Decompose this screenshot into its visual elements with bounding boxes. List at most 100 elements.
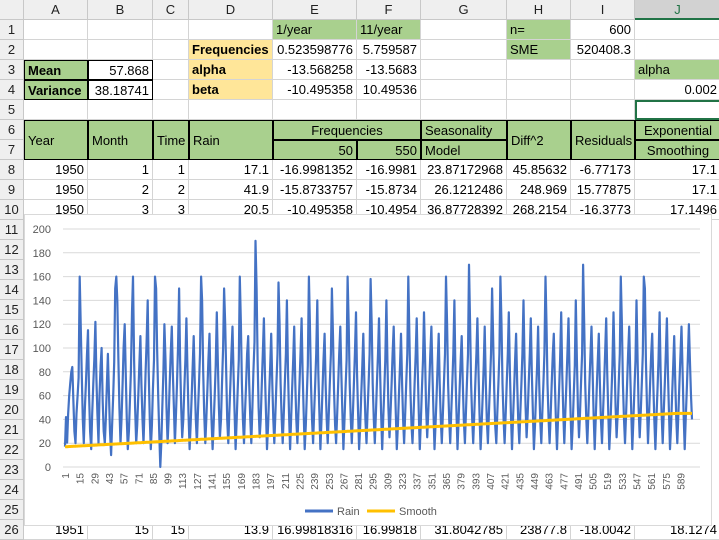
cell-i1[interactable]: 600 xyxy=(571,20,635,40)
data-cell[interactable]: 248.969 xyxy=(507,180,571,200)
row-header-10[interactable]: 10 xyxy=(0,200,24,220)
cell-e3[interactable]: -13.568258 xyxy=(273,60,357,80)
cell-blank[interactable] xyxy=(153,20,189,40)
cell-e1[interactable]: 1/year xyxy=(273,20,357,40)
header-time[interactable]: Time xyxy=(153,120,189,160)
header-diff2[interactable]: Diff^2 xyxy=(507,120,571,160)
cell-d3[interactable]: alpha xyxy=(189,60,273,80)
cell-blank[interactable] xyxy=(571,100,635,120)
header-exponential[interactable]: Exponential xyxy=(635,120,719,140)
header-residuals[interactable]: Residuals xyxy=(571,120,635,160)
header-freq-50[interactable]: 50 xyxy=(273,140,357,160)
cell-blank[interactable] xyxy=(24,20,88,40)
column-header-i[interactable]: I xyxy=(571,0,635,20)
data-cell[interactable]: -16.9981 xyxy=(357,160,421,180)
cell-blank[interactable] xyxy=(153,40,189,60)
row-header-11[interactable]: 11 xyxy=(0,220,24,240)
row-header-3[interactable]: 3 xyxy=(0,60,24,80)
cell-blank[interactable] xyxy=(507,100,571,120)
row-header-13[interactable]: 13 xyxy=(0,260,24,280)
cell-blank[interactable] xyxy=(153,100,189,120)
cell-blank[interactable] xyxy=(421,80,507,100)
cell-blank[interactable] xyxy=(421,60,507,80)
data-cell[interactable]: 1 xyxy=(88,160,153,180)
cell-blank[interactable] xyxy=(421,20,507,40)
row-header-19[interactable]: 19 xyxy=(0,380,24,400)
cell-e2[interactable]: 0.523598776 xyxy=(273,40,357,60)
row-header-6[interactable]: 6 xyxy=(0,120,24,140)
data-cell[interactable]: -16.9981352 xyxy=(273,160,357,180)
row-header-15[interactable]: 15 xyxy=(0,300,24,320)
cell-blank[interactable] xyxy=(357,100,421,120)
row-header-25[interactable]: 25 xyxy=(0,500,24,520)
cell-f4[interactable]: 10.49536 xyxy=(357,80,421,100)
select-all-corner[interactable] xyxy=(0,0,24,20)
data-cell[interactable]: 17.1 xyxy=(635,160,719,180)
cell-blank[interactable] xyxy=(153,60,189,80)
row-header-12[interactable]: 12 xyxy=(0,240,24,260)
data-cell[interactable]: -15.8733757 xyxy=(273,180,357,200)
data-cell[interactable]: 2 xyxy=(88,180,153,200)
row-header-23[interactable]: 23 xyxy=(0,460,24,480)
row-header-4[interactable]: 4 xyxy=(0,80,24,100)
cell-blank[interactable] xyxy=(88,20,153,40)
header-year[interactable]: Year xyxy=(24,120,88,160)
cell-blank[interactable] xyxy=(635,20,719,40)
data-cell[interactable]: 1950 xyxy=(24,160,88,180)
cell-blank[interactable] xyxy=(635,40,719,60)
data-cell[interactable]: 26.1212486 xyxy=(421,180,507,200)
cell-blank[interactable] xyxy=(507,80,571,100)
row-header-5[interactable]: 5 xyxy=(0,100,24,120)
column-header-c[interactable]: C xyxy=(153,0,189,20)
cell-f2[interactable]: 5.759587 xyxy=(357,40,421,60)
cell-h2[interactable]: SME xyxy=(507,40,571,60)
cell-e4[interactable]: -10.495358 xyxy=(273,80,357,100)
row-header-22[interactable]: 22 xyxy=(0,440,24,460)
cell-blank[interactable] xyxy=(189,100,273,120)
column-header-d[interactable]: D xyxy=(189,0,273,20)
header-month[interactable]: Month xyxy=(88,120,153,160)
cell-blank[interactable] xyxy=(189,20,273,40)
column-header-f[interactable]: F xyxy=(357,0,421,20)
column-header-h[interactable]: H xyxy=(507,0,571,20)
row-header-21[interactable]: 21 xyxy=(0,420,24,440)
data-cell[interactable]: 1950 xyxy=(24,180,88,200)
row-header-2[interactable]: 2 xyxy=(0,40,24,60)
cell-blank[interactable] xyxy=(273,100,357,120)
header-seasonality[interactable]: Seasonality xyxy=(421,120,507,140)
cell-blank[interactable] xyxy=(421,100,507,120)
cell-j3[interactable]: alpha xyxy=(635,60,719,80)
cell-j4[interactable]: 0.002 xyxy=(635,80,719,100)
cell-blank[interactable] xyxy=(88,100,153,120)
cell-blank[interactable] xyxy=(571,60,635,80)
data-cell[interactable]: 45.85632 xyxy=(507,160,571,180)
cell-blank[interactable] xyxy=(24,40,88,60)
cell-blank[interactable] xyxy=(24,100,88,120)
cell-h1[interactable]: n= xyxy=(507,20,571,40)
row-header-17[interactable]: 17 xyxy=(0,340,24,360)
cell-blank[interactable] xyxy=(507,60,571,80)
cell-d2[interactable]: Frequencies xyxy=(189,40,273,60)
column-header-b[interactable]: B xyxy=(88,0,153,20)
cell-blank[interactable] xyxy=(571,80,635,100)
header-frequencies[interactable]: Frequencies xyxy=(273,120,421,140)
cell-a4[interactable]: Variance xyxy=(24,80,88,100)
cell-blank[interactable] xyxy=(421,40,507,60)
header-model[interactable]: Model xyxy=(421,140,507,160)
row-header-24[interactable]: 24 xyxy=(0,480,24,500)
cell-blank[interactable] xyxy=(153,80,189,100)
row-header-8[interactable]: 8 xyxy=(0,160,24,180)
data-cell[interactable]: 17.1 xyxy=(189,160,273,180)
cell-d4[interactable]: beta xyxy=(189,80,273,100)
cell-blank[interactable] xyxy=(88,40,153,60)
column-header-g[interactable]: G xyxy=(421,0,507,20)
header-smoothing[interactable]: Smoothing xyxy=(635,140,719,160)
row-header-26[interactable]: 26 xyxy=(0,520,24,540)
data-cell[interactable]: 41.9 xyxy=(189,180,273,200)
data-cell[interactable]: -15.8734 xyxy=(357,180,421,200)
row-header-7[interactable]: 7 xyxy=(0,140,24,160)
data-cell[interactable]: 2 xyxy=(153,180,189,200)
row-header-9[interactable]: 9 xyxy=(0,180,24,200)
header-freq-550[interactable]: 550 xyxy=(357,140,421,160)
header-rain[interactable]: Rain xyxy=(189,120,273,160)
